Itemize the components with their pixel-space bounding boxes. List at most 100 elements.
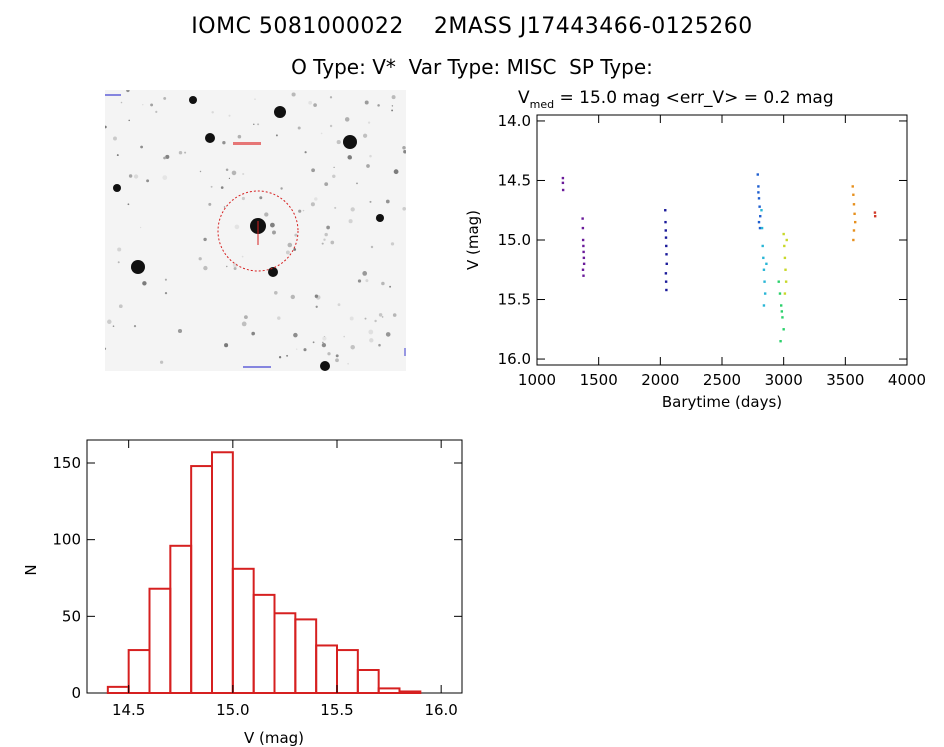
star [257,123,260,126]
lc-data-point [581,268,585,271]
lc-data-point [664,280,668,283]
lc-xtick-label: 1000 [518,371,556,389]
star [365,279,369,283]
star [314,294,319,298]
star [327,352,331,356]
star [241,196,245,201]
lc-xtick-label: 2000 [641,371,679,389]
star [105,347,107,350]
star [140,145,143,149]
lc-data-point [782,328,785,331]
bright-star [320,361,330,371]
star [322,341,324,344]
light-curve-title: Vmed = 15.0 mag <err_V> = 0.2 mag [518,88,834,111]
star [293,248,297,251]
star [220,186,224,189]
star [231,170,237,176]
lc-data-point [780,304,783,307]
hist-xtick-label: 15.5 [320,701,353,719]
star [162,175,168,180]
lc-data-point [780,310,784,313]
histogram-chart: 14.5 15.0 15.5 16.0 0 50 100 150 V (mag) N [22,439,463,747]
star [165,154,170,159]
star [233,266,237,271]
star [337,303,341,307]
star [381,281,385,286]
star [311,168,315,173]
histogram-ticks: 14.5 15.0 15.5 16.0 0 50 100 150 [52,440,462,719]
lc-data-point [763,292,767,295]
star [330,240,335,245]
star [241,321,247,327]
star [228,177,231,180]
lc-data-point [765,262,768,266]
star [393,169,399,175]
star [308,100,313,105]
star [199,170,202,173]
lc-data-point [783,292,787,295]
lc-data-point [785,238,788,242]
histogram-bar [231,567,255,694]
star [228,114,231,117]
star [368,329,374,335]
star [320,132,323,135]
star [234,224,240,230]
star [312,341,315,344]
star [126,90,130,93]
star [377,104,380,107]
lc-ytick-label: 15.5 [498,291,531,309]
light-curve-points [561,173,877,343]
target-circle [217,190,299,272]
bright-star [376,214,384,222]
star [324,182,329,187]
star [343,335,345,338]
lc-data-point [665,262,668,266]
finder-corner-mark [105,94,121,96]
star [350,207,355,212]
star [370,245,374,249]
finder-chart-stars [105,90,406,371]
lc-data-point [852,193,855,196]
star [178,150,183,155]
star [241,255,244,258]
light-curve-ylabel: V (mag) [464,210,482,270]
star [164,291,168,295]
star [402,206,406,211]
star [224,343,229,348]
star [374,319,377,323]
bright-star [113,184,121,192]
lc-data-point [561,176,565,180]
star [357,279,362,283]
bright-star [131,260,145,274]
lc-data-point [854,220,857,224]
star [390,242,395,246]
lc-data-point [665,288,668,292]
star [105,125,107,129]
hist-ytick-label: 0 [71,684,81,702]
star [128,174,133,178]
star [362,133,368,138]
star [364,100,369,105]
lc-data-point [784,268,787,271]
star [120,101,123,104]
star [290,294,295,300]
lc-data-point [664,272,668,275]
lc-data-point [777,280,780,283]
chart-title-types: O Type: V* Var Type: MISC SP Type: [291,55,653,79]
star [367,121,371,124]
star [314,197,318,201]
star [274,291,278,295]
star [347,155,352,160]
finder-label-mark [233,142,261,145]
lc-data-point [873,214,877,218]
star [391,109,394,112]
lc-xtick-label: 4000 [888,371,926,389]
star [117,247,122,252]
hist-ytick-label: 50 [62,607,81,625]
star [304,151,307,154]
lc-ytick-label: 14.0 [498,112,531,130]
histogram-bar [377,687,401,694]
star [112,325,115,327]
star [349,316,354,321]
histogram-bar [252,593,276,694]
